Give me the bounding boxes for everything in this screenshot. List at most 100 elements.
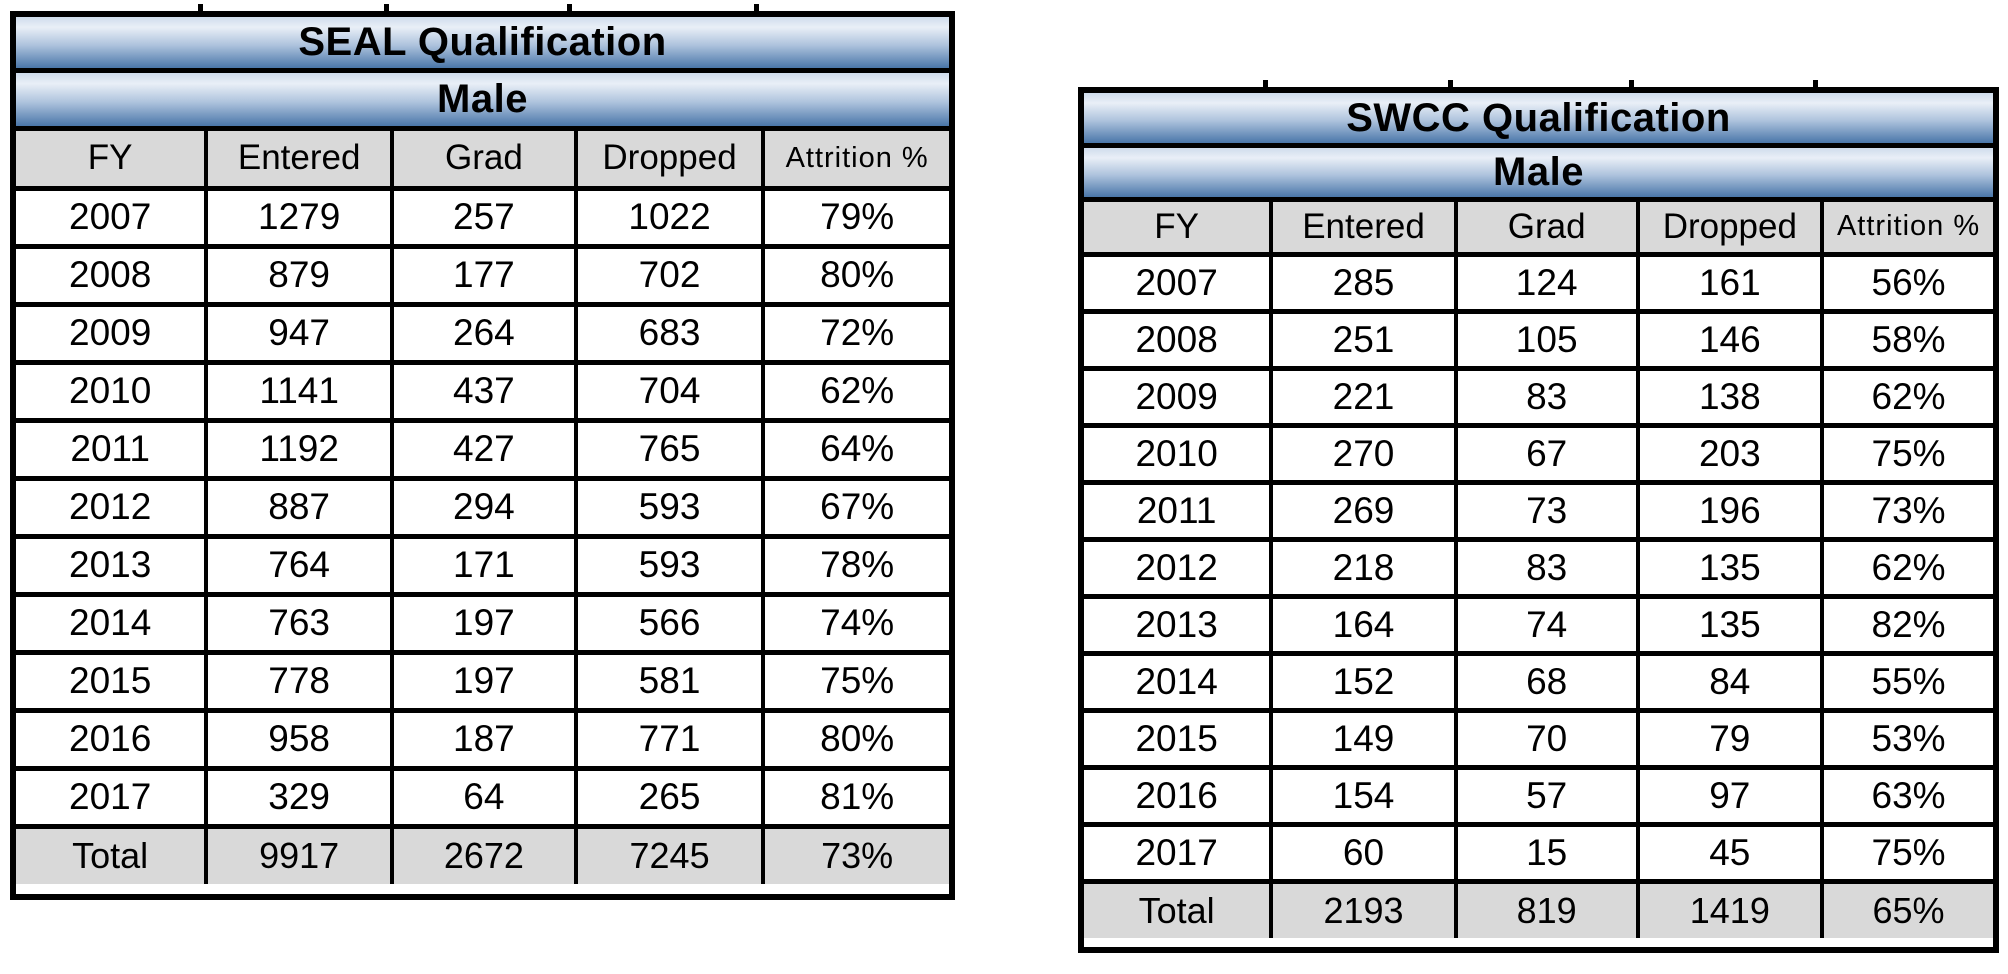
attrition-cell: 53% bbox=[1822, 710, 1993, 770]
entered-cell: 164 bbox=[1271, 596, 1458, 656]
swcc-data-table: FY Entered Grad Dropped Attrition % 2007… bbox=[1084, 202, 1993, 938]
attrition-cell: 55% bbox=[1822, 653, 1993, 713]
swcc-table-body: 2007 285 124 161 56% 2008 251 105 146 58… bbox=[1084, 254, 1993, 884]
entered-cell: 1141 bbox=[206, 362, 394, 423]
table-row: 2016 154 57 97 63% bbox=[1084, 767, 1993, 827]
entered-cell: 221 bbox=[1271, 368, 1458, 428]
table-row: 2008 251 105 146 58% bbox=[1084, 311, 1993, 371]
table-row: 2014 152 68 84 55% bbox=[1084, 653, 1993, 713]
dropped-cell: 1022 bbox=[575, 188, 766, 249]
grad-cell: 57 bbox=[1455, 767, 1640, 827]
total-grad-cell: 2672 bbox=[391, 826, 578, 884]
attrition-cell: 74% bbox=[763, 594, 949, 655]
entered-cell: 1279 bbox=[206, 188, 394, 249]
col-header-grad: Grad bbox=[1455, 202, 1640, 257]
attrition-cell: 80% bbox=[763, 710, 949, 771]
grad-cell: 68 bbox=[1455, 653, 1640, 713]
grad-cell: 124 bbox=[1455, 254, 1640, 314]
table-row: 2013 764 171 593 78% bbox=[16, 536, 949, 597]
dropped-cell: 84 bbox=[1637, 653, 1825, 713]
entered-cell: 329 bbox=[206, 768, 394, 829]
col-header-attrition: Attrition % bbox=[1822, 202, 1993, 257]
fy-cell: 2009 bbox=[16, 304, 209, 365]
swcc-table-subtitle-male: Male bbox=[1084, 148, 1993, 202]
crop-artifact-tick bbox=[1447, 80, 1453, 88]
dropped-cell: 771 bbox=[575, 710, 766, 771]
fy-cell: 2010 bbox=[1084, 425, 1274, 485]
dropped-cell: 265 bbox=[575, 768, 766, 829]
attrition-cell: 82% bbox=[1822, 596, 1993, 656]
table-row: 2009 221 83 138 62% bbox=[1084, 368, 1993, 428]
grad-cell: 187 bbox=[391, 710, 578, 771]
grad-cell: 105 bbox=[1455, 311, 1640, 371]
fy-cell: 2008 bbox=[1084, 311, 1274, 371]
fy-cell: 2015 bbox=[1084, 710, 1274, 770]
entered-cell: 778 bbox=[206, 652, 394, 713]
swcc-total-row: Total 2193 819 1419 65% bbox=[1084, 881, 1993, 938]
fy-cell: 2008 bbox=[16, 246, 209, 307]
attrition-cell: 67% bbox=[763, 478, 949, 539]
total-attrition-cell: 65% bbox=[1872, 889, 1945, 931]
attrition-cell: 58% bbox=[1822, 311, 1993, 371]
crop-artifact-tick bbox=[383, 4, 389, 12]
crop-artifact-tick bbox=[198, 4, 204, 12]
seal-table-body: 2007 1279 257 1022 79% 2008 879 177 702 … bbox=[16, 188, 949, 829]
table-row: 2015 149 70 79 53% bbox=[1084, 710, 1993, 770]
dropped-cell: 203 bbox=[1637, 425, 1825, 485]
dropped-cell: 765 bbox=[575, 420, 766, 481]
seal-total-row: Total 9917 2672 7245 73% bbox=[16, 826, 949, 884]
col-header-attrition: Attrition % bbox=[763, 131, 949, 191]
grad-cell: 67 bbox=[1455, 425, 1640, 485]
entered-cell: 879 bbox=[206, 246, 394, 307]
col-header-dropped: Dropped bbox=[1637, 202, 1825, 257]
fy-cell: 2014 bbox=[16, 594, 209, 655]
attrition-cell: 62% bbox=[1822, 368, 1993, 428]
attrition-cell: 64% bbox=[763, 420, 949, 481]
dropped-cell: 135 bbox=[1637, 596, 1825, 656]
table-row: 2015 778 197 581 75% bbox=[16, 652, 949, 713]
grad-cell: 427 bbox=[391, 420, 578, 481]
col-header-dropped: Dropped bbox=[575, 131, 766, 191]
entered-cell: 149 bbox=[1271, 710, 1458, 770]
dropped-cell: 138 bbox=[1637, 368, 1825, 428]
dropped-cell: 702 bbox=[575, 246, 766, 307]
dropped-cell: 161 bbox=[1637, 254, 1825, 314]
dropped-cell: 146 bbox=[1637, 311, 1825, 371]
table-row: 2012 887 294 593 67% bbox=[16, 478, 949, 539]
total-label-cell: Total bbox=[1084, 881, 1274, 938]
col-header-entered: Entered bbox=[206, 131, 394, 191]
grad-cell: 15 bbox=[1455, 824, 1640, 884]
table-row: 2014 763 197 566 74% bbox=[16, 594, 949, 655]
attrition-cell: 73% bbox=[1822, 482, 1993, 542]
dropped-cell: 79 bbox=[1637, 710, 1825, 770]
table-row: 2013 164 74 135 82% bbox=[1084, 596, 1993, 656]
swcc-table-title: SWCC Qualification bbox=[1084, 93, 1993, 148]
grad-cell: 70 bbox=[1455, 710, 1640, 770]
table-row: 2010 1141 437 704 62% bbox=[16, 362, 949, 423]
total-attrition-cell: 73% bbox=[821, 835, 894, 877]
crop-artifact-tick bbox=[1628, 80, 1634, 88]
grad-cell: 177 bbox=[391, 246, 578, 307]
attrition-cell: 81% bbox=[763, 768, 949, 829]
table-row: 2010 270 67 203 75% bbox=[1084, 425, 1993, 485]
swcc-header-row: FY Entered Grad Dropped Attrition % bbox=[1084, 202, 1993, 257]
dropped-cell: 45 bbox=[1637, 824, 1825, 884]
dropped-cell: 593 bbox=[575, 536, 766, 597]
dropped-cell: 135 bbox=[1637, 539, 1825, 599]
total-entered-cell: 2193 bbox=[1271, 881, 1458, 938]
dropped-cell: 581 bbox=[575, 652, 766, 713]
attrition-cell: 78% bbox=[763, 536, 949, 597]
grad-cell: 171 bbox=[391, 536, 578, 597]
table-row: 2007 1279 257 1022 79% bbox=[16, 188, 949, 249]
table-row: 2011 269 73 196 73% bbox=[1084, 482, 1993, 542]
entered-cell: 887 bbox=[206, 478, 394, 539]
dropped-cell: 196 bbox=[1637, 482, 1825, 542]
grad-cell: 83 bbox=[1455, 368, 1640, 428]
fy-cell: 2014 bbox=[1084, 653, 1274, 713]
dropped-cell: 566 bbox=[575, 594, 766, 655]
attrition-cell: 79% bbox=[763, 188, 949, 249]
entered-cell: 270 bbox=[1271, 425, 1458, 485]
entered-cell: 763 bbox=[206, 594, 394, 655]
fy-cell: 2011 bbox=[1084, 482, 1274, 542]
grad-cell: 197 bbox=[391, 652, 578, 713]
